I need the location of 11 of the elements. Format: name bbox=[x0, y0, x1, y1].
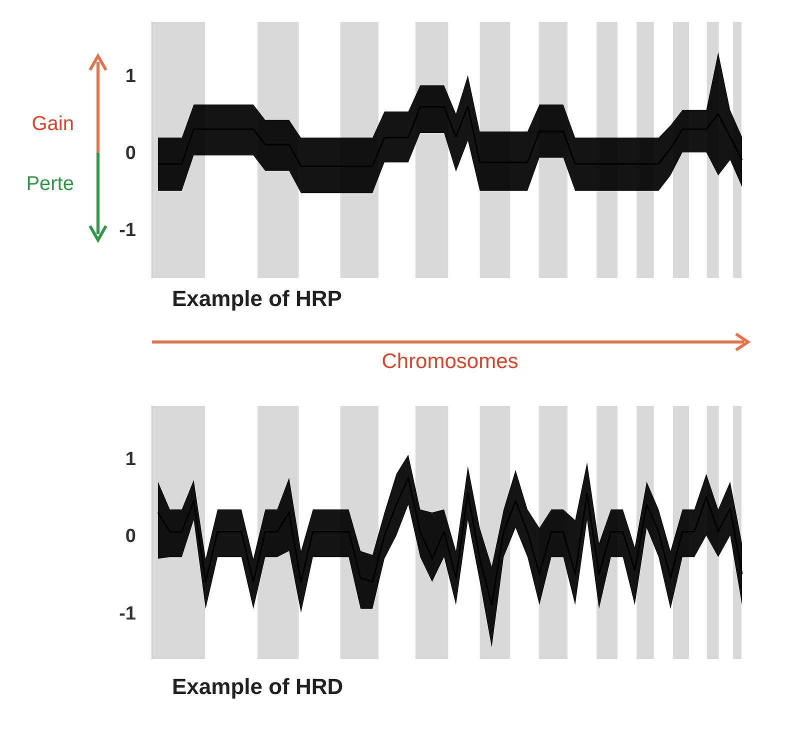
y-tick-label: -1 bbox=[119, 603, 136, 624]
text: Example of HRP bbox=[172, 286, 342, 311]
y-tick-label: 0 bbox=[125, 142, 136, 164]
text: Chromosomes bbox=[382, 350, 518, 373]
y-tick-label: -1 bbox=[119, 220, 136, 242]
text: Example of HRD bbox=[172, 674, 344, 699]
y-tick-label: 1 bbox=[125, 449, 136, 470]
y-tick-label: 1 bbox=[125, 66, 136, 87]
y-tick-label: 0 bbox=[125, 526, 136, 548]
text: Perte bbox=[26, 173, 74, 195]
text: Gain bbox=[32, 113, 74, 135]
